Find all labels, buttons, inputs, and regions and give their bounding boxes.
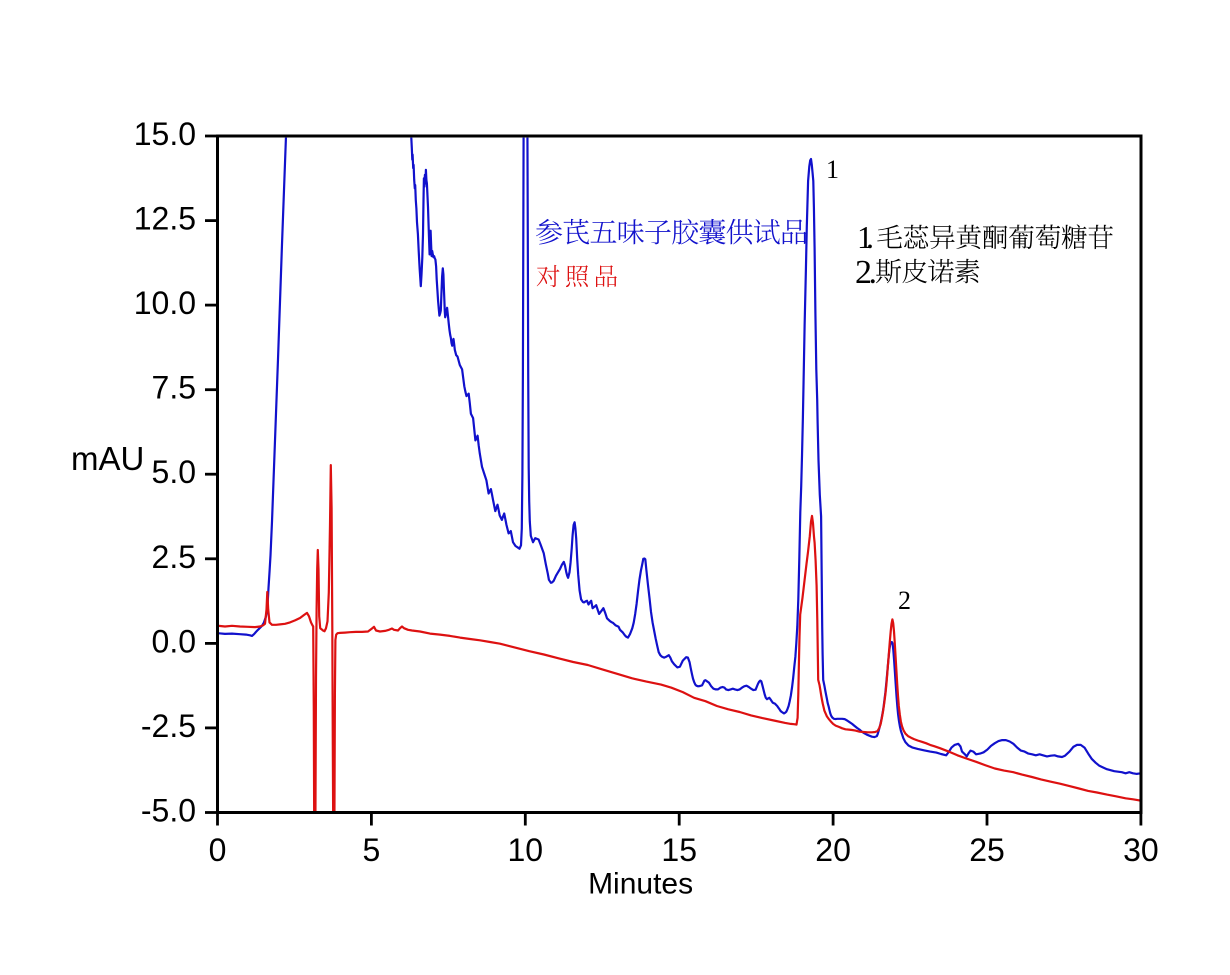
svg-text:2.: 2.: [855, 254, 877, 291]
svg-text:0.0: 0.0: [152, 623, 196, 659]
svg-text:Minutes: Minutes: [588, 867, 693, 900]
svg-text:5: 5: [363, 832, 381, 868]
svg-text:25: 25: [969, 832, 1005, 868]
svg-text:15.0: 15.0: [134, 116, 196, 152]
svg-text:mAU: mAU: [71, 440, 144, 477]
svg-text:0: 0: [209, 832, 227, 868]
svg-text:2: 2: [898, 586, 911, 615]
svg-text:-2.5: -2.5: [141, 708, 196, 744]
svg-text:20: 20: [815, 832, 851, 868]
svg-text:1: 1: [826, 155, 839, 184]
svg-text:10: 10: [508, 832, 544, 868]
svg-text:5.0: 5.0: [152, 454, 196, 490]
svg-text:10.0: 10.0: [134, 285, 196, 321]
svg-text:30: 30: [1123, 832, 1159, 868]
svg-text:12.5: 12.5: [134, 201, 196, 237]
svg-text:7.5: 7.5: [152, 370, 196, 406]
svg-text:2.5: 2.5: [152, 539, 196, 575]
svg-text:15: 15: [661, 832, 697, 868]
svg-text:1.: 1.: [857, 219, 874, 255]
svg-text:-5.0: -5.0: [141, 793, 196, 829]
